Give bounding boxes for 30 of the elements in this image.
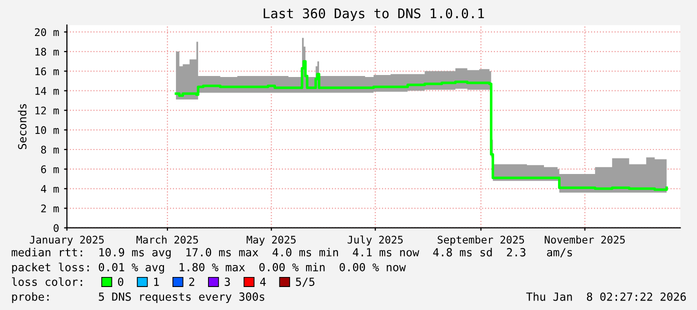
x-tick-label: March 2025	[136, 236, 198, 244]
chart-title: Last 360 Days to DNS 1.0.0.1	[264, 8, 484, 21]
x-tick-label: September 2025	[438, 236, 524, 246]
legend-label: 3	[224, 278, 230, 286]
y-tick-label: 14 m	[35, 87, 59, 95]
x-tick-label: July 2025	[348, 235, 403, 246]
text: probe: 5 DNS requests every 300s	[12, 292, 264, 304]
y-tick-label: 10 m	[35, 126, 59, 134]
x-tick-label: January 2025	[30, 236, 104, 246]
text: packet loss: 0.01 % avg 1.80 % max 0.00 % min 0.00 % now	[12, 262, 406, 274]
y-tick-label: 6 m	[41, 165, 59, 174]
legend-label: 0	[118, 278, 124, 286]
text: Thu Jan 8 02:27:22 2026	[526, 292, 686, 301]
legend-label: 4	[260, 278, 266, 286]
legend-label: 2	[189, 278, 194, 286]
y-tick-label: 18 m	[35, 48, 59, 56]
y-tick-label: 4 m	[40, 185, 59, 193]
y-tick-label: 0	[54, 224, 59, 232]
y-tick-label: 2 m	[41, 204, 59, 212]
legend-title: loss color:	[12, 277, 82, 286]
text: median rtt: 10.9 ms avg 17.0 ms max 4.0 ms min 4.1 ms now 4.8 ms sd 2.3 am/s	[12, 248, 572, 259]
y-tick-label: 12 m	[35, 106, 59, 114]
legend-label: 5/5	[296, 278, 314, 287]
y-tick-label: 8 m	[41, 146, 59, 154]
x-tick-label: May 2025	[246, 236, 296, 246]
y-axis-title: Seconds	[18, 104, 26, 150]
y-tick-label: 20 m	[34, 28, 59, 36]
legend-label: 1	[154, 278, 159, 286]
y-tick-label: 16 m	[35, 67, 59, 76]
x-tick-label: November 2025	[544, 236, 625, 244]
